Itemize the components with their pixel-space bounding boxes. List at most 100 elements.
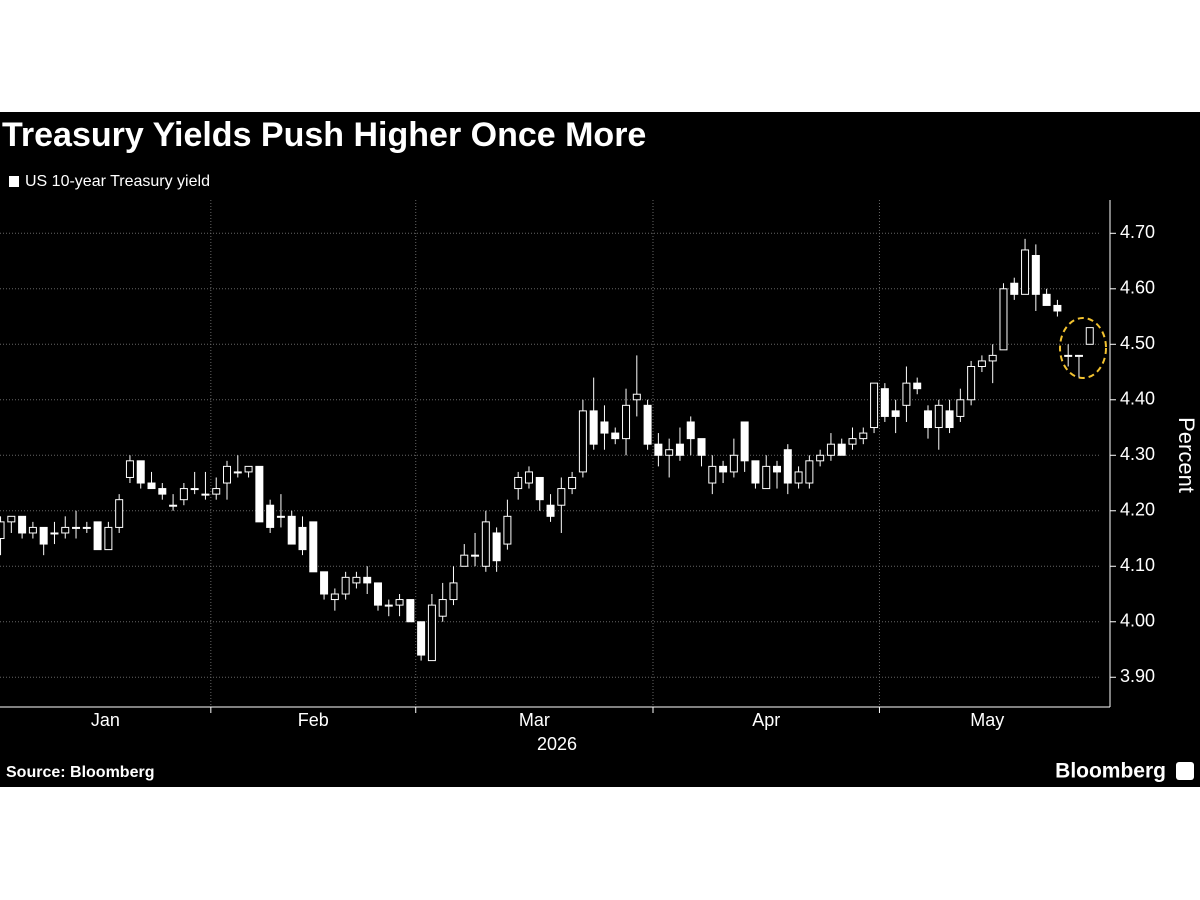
candle-body — [1053, 304, 1062, 312]
candle-body — [870, 382, 879, 429]
candle-body — [654, 443, 663, 456]
y-tick-label: 3.90 — [1120, 666, 1155, 686]
candle-body — [675, 443, 684, 456]
brand: Bloomberg — [1055, 760, 1166, 783]
candle-body — [891, 410, 900, 417]
candle-body — [298, 526, 307, 551]
x-tick-label: May — [970, 710, 1004, 730]
candle-body — [449, 582, 458, 601]
candle-body — [18, 515, 27, 534]
candle-body — [708, 465, 717, 484]
candle-body — [783, 449, 792, 484]
candle-body — [320, 571, 329, 595]
candle-body — [1031, 254, 1040, 295]
candle-body — [1021, 249, 1030, 295]
candle-body — [729, 454, 738, 473]
candle-body — [0, 521, 5, 540]
candle-body — [697, 438, 706, 456]
candle-body — [460, 554, 469, 567]
candle-body — [309, 521, 318, 573]
candle-body — [837, 443, 846, 456]
candle-body — [934, 404, 943, 429]
y-axis-label: Percent — [1174, 417, 1199, 493]
candle-body — [395, 599, 404, 606]
candle-body — [557, 488, 566, 506]
candle-body — [535, 476, 544, 501]
candle-body — [212, 488, 221, 495]
candle-body — [902, 382, 911, 406]
candle-body — [169, 504, 178, 507]
y-tick-label: 4.40 — [1120, 389, 1155, 409]
candle-body — [233, 471, 242, 474]
candle-body — [622, 404, 631, 440]
candle-body — [923, 410, 932, 429]
candle-body — [546, 504, 555, 517]
candle-body — [1042, 293, 1051, 306]
candle-body — [762, 465, 771, 490]
candle-body — [39, 526, 48, 545]
y-tick-label: 4.20 — [1120, 500, 1155, 520]
candle-body — [816, 454, 825, 462]
source: Source: Bloomberg — [6, 764, 154, 781]
candle-body — [61, 526, 70, 534]
candle-body — [276, 515, 285, 518]
candle-body — [794, 471, 803, 484]
candle-body — [773, 465, 782, 473]
candle-body — [158, 488, 167, 495]
candle-body — [632, 393, 641, 401]
y-tick-label: 4.00 — [1120, 611, 1155, 631]
candle-body — [945, 410, 954, 429]
candle-body — [913, 382, 922, 390]
candle-body — [578, 410, 587, 473]
candle-body — [956, 399, 965, 417]
candle-body — [643, 404, 652, 445]
candle-body — [341, 576, 350, 595]
brand-icon — [1176, 762, 1194, 780]
highlight-circle — [1059, 317, 1107, 379]
candle-body — [859, 432, 868, 440]
x-tick-label: Apr — [752, 710, 780, 730]
candle-body — [568, 476, 577, 490]
candle-body — [125, 460, 134, 478]
candle-body — [977, 360, 986, 367]
candle-body — [147, 482, 156, 490]
candle-body — [999, 288, 1008, 351]
candle-body — [201, 493, 210, 496]
candle-body — [417, 621, 426, 656]
candle-body — [967, 365, 976, 401]
candle-body — [438, 599, 447, 617]
candle-body — [136, 460, 145, 484]
candle-body — [352, 576, 361, 584]
candle-body — [805, 460, 814, 484]
candle-body — [7, 515, 16, 523]
candle-body — [406, 599, 415, 623]
candle-body — [72, 526, 81, 529]
candle-body — [330, 593, 339, 601]
candle-body — [1085, 327, 1094, 345]
candle-body — [28, 526, 37, 534]
candle-body — [514, 476, 523, 490]
candle-body — [481, 521, 490, 567]
candle-body — [427, 604, 436, 662]
candle-body — [373, 582, 382, 606]
y-tick-label: 4.30 — [1120, 444, 1155, 464]
candle-body — [524, 471, 533, 484]
candle-body — [266, 504, 275, 528]
candle-body — [363, 576, 372, 584]
y-tick-label: 4.50 — [1120, 333, 1155, 353]
candle-body — [751, 460, 760, 484]
candle-body — [223, 465, 232, 484]
candle-body — [104, 526, 113, 551]
candle-body — [589, 410, 598, 445]
candle-body — [503, 515, 512, 545]
candle-body — [1064, 354, 1073, 357]
candle-body — [740, 421, 749, 462]
candle-body — [1074, 354, 1083, 357]
candle-body — [686, 421, 695, 440]
x-tick-label: Jan — [91, 710, 120, 730]
candle-body — [492, 532, 501, 562]
panel — [0, 112, 1200, 787]
year-label: 2026 — [537, 734, 577, 754]
candle-body — [115, 499, 124, 528]
